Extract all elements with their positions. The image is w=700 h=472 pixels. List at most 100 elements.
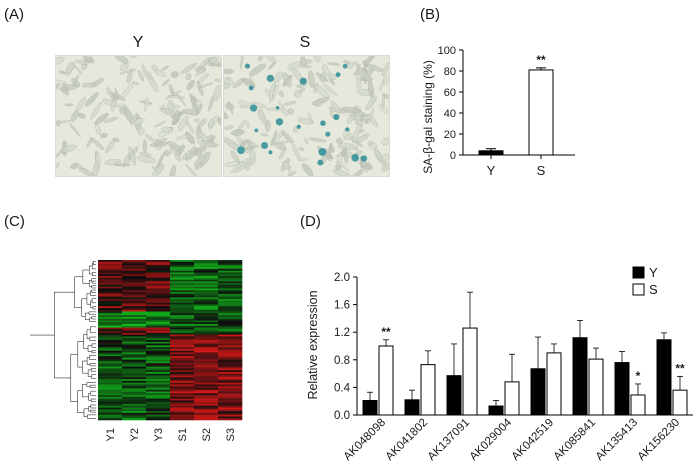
cell [147, 75, 159, 93]
heatmap-cell [146, 359, 171, 362]
heatmap-cell [170, 396, 195, 399]
heatmap-cell [98, 348, 123, 351]
cell [308, 113, 313, 124]
cell [69, 123, 81, 137]
heatmap-cell [218, 352, 243, 355]
heatmap-cell [170, 388, 195, 391]
heatmap-cell [194, 359, 219, 362]
bar [462, 327, 478, 416]
cell [113, 163, 132, 167]
heatmap-cell [194, 396, 219, 399]
heatmap-cell [98, 297, 123, 300]
heatmap-cell [194, 412, 219, 415]
heatmap-cell [122, 395, 147, 398]
cell [282, 72, 292, 88]
heatmap-cell [194, 389, 219, 392]
heatmap-cell [146, 340, 171, 343]
cell [332, 169, 352, 176]
heatmap-cell [170, 260, 195, 263]
heatmap-cell [194, 304, 219, 307]
cell [90, 101, 102, 120]
heatmap-cell [218, 398, 243, 401]
heatmap-cell [98, 311, 123, 314]
stained-cell [275, 118, 284, 126]
cell [343, 59, 350, 65]
bar [362, 400, 378, 416]
cell [154, 121, 166, 128]
heatmap-cell [146, 350, 171, 353]
heatmap-cell [170, 368, 195, 371]
heatmap-cell [194, 290, 219, 293]
heatmap-cell [122, 393, 147, 396]
cell [114, 56, 129, 64]
bar [546, 352, 562, 416]
bar [530, 368, 546, 416]
heatmap-cell [170, 340, 195, 343]
heatmap-cell [170, 382, 195, 385]
heatmap-cell [170, 320, 195, 323]
bar [478, 150, 504, 156]
heatmap-cell [194, 284, 219, 287]
cell [151, 65, 158, 72]
heatmap-cell [170, 297, 195, 300]
cell [185, 150, 191, 158]
heatmap-cell [146, 297, 171, 300]
heatmap-cell [146, 412, 171, 415]
heatmap-cell [194, 373, 219, 376]
heatmap-cell [170, 357, 195, 360]
cell [365, 95, 377, 111]
cell [246, 120, 250, 129]
heatmap-cell [146, 354, 171, 357]
heatmap-cell [98, 373, 123, 376]
heatmap-cell [122, 263, 147, 266]
heatmap-cell [194, 384, 219, 387]
heatmap-cell [218, 297, 243, 300]
heatmap-cell [98, 409, 123, 412]
heatmap-cell [218, 347, 243, 350]
heatmap-cell [98, 359, 123, 362]
heatmap-cell [122, 340, 147, 343]
cell [104, 158, 121, 165]
heatmap-column-label: Y1 [105, 428, 117, 441]
heatmap-cell [122, 299, 147, 302]
heatmap-cell [146, 265, 171, 268]
heatmap-cell [218, 322, 243, 325]
heatmap-cell [218, 286, 243, 289]
heatmap-cell [122, 382, 147, 385]
heatmap-cell [170, 364, 195, 367]
heatmap-cell [170, 414, 195, 417]
heatmap-cell [194, 341, 219, 344]
heatmap-cell [98, 352, 123, 355]
cell [208, 118, 214, 130]
panel-label-c: (C) [4, 213, 25, 230]
heatmap-cell [218, 277, 243, 280]
heatmap-cell [218, 320, 243, 323]
image-label-senescent: S [299, 34, 311, 51]
heatmap-cell [194, 347, 219, 350]
heatmap-cell [98, 279, 123, 282]
chart-senescence-staining: SA-β-gal staining (%) 0 20 40 60 80 100 Y S ** [421, 45, 575, 178]
heatmap-cell [98, 313, 123, 316]
heatmap-cell [146, 405, 171, 408]
cell [292, 143, 301, 162]
heatmap-cell [170, 272, 195, 275]
x-tick-label: S [537, 163, 546, 178]
cell [250, 101, 267, 109]
cell [340, 147, 348, 157]
cell [163, 149, 170, 157]
heatmap-cell [98, 391, 123, 394]
heatmap-cell [98, 372, 123, 375]
x-tick-label: AK042519 [510, 417, 556, 463]
heatmap-cell [122, 370, 147, 373]
heatmap-cell [170, 316, 195, 319]
cell [136, 155, 156, 163]
heatmap-cell [98, 261, 123, 264]
heatmap-cell [194, 334, 219, 337]
heatmap-cell [146, 363, 171, 366]
heatmap-cell [146, 402, 171, 405]
heatmap-cell [170, 265, 195, 268]
heatmap-cell [194, 380, 219, 383]
cell [131, 81, 139, 85]
heatmap-cell [218, 370, 243, 373]
heatmap-cell [122, 398, 147, 401]
